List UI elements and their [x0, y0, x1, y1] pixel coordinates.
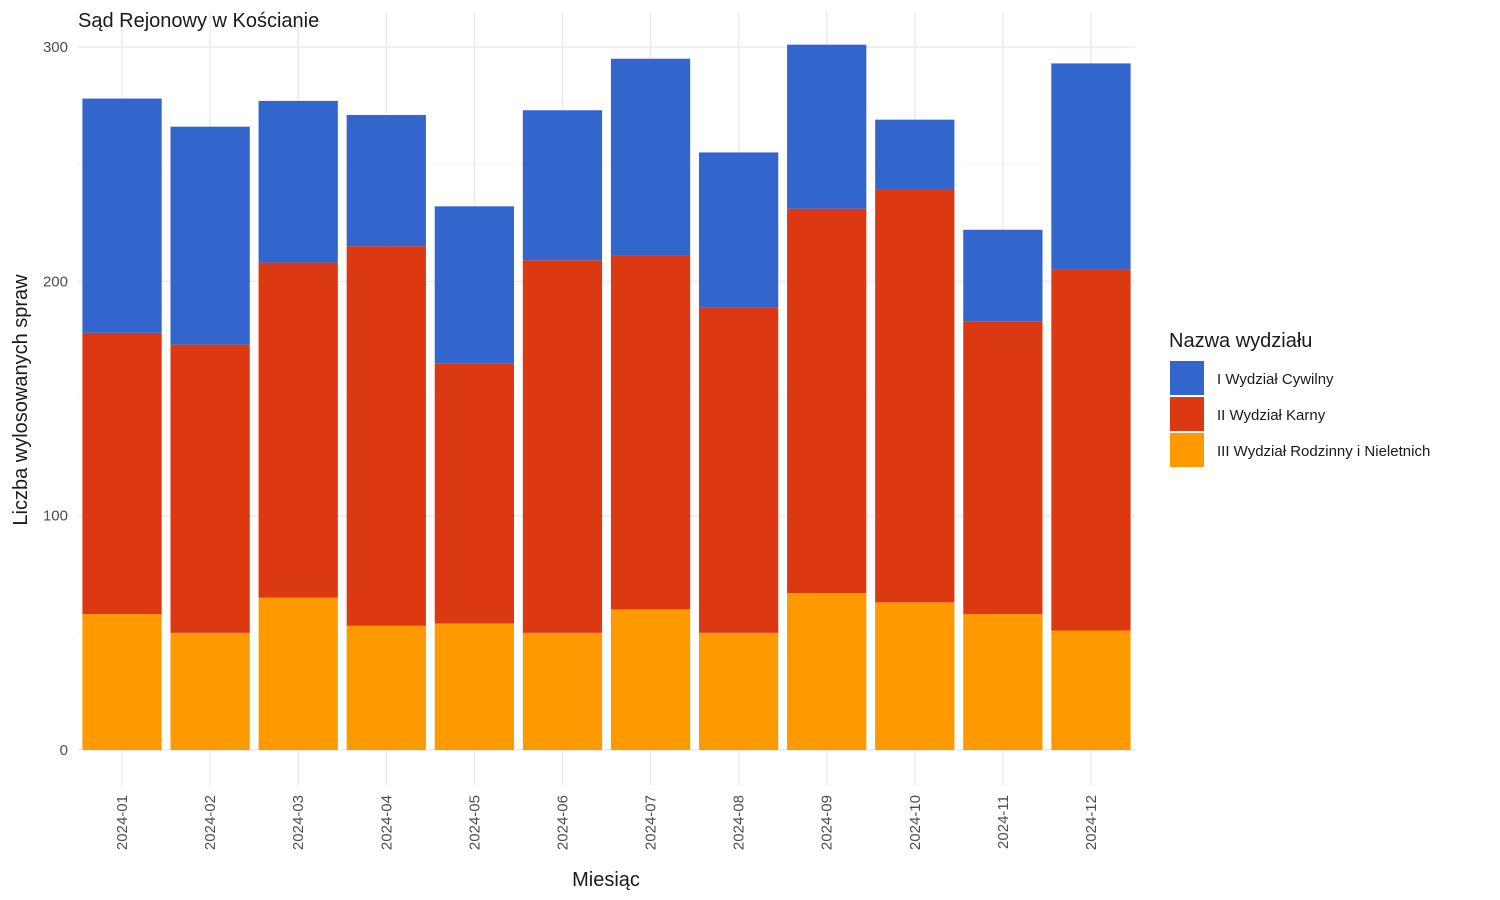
bar-ii-wydzial-karny-2024-03 — [258, 262, 338, 598]
bar-i-wydzial-cywilny-2024-08 — [698, 152, 779, 308]
bar-ii-wydzial-karny-2024-08 — [698, 307, 779, 633]
x-tick-label: 2024-10 — [907, 795, 924, 850]
legend-swatch-iii-wydzial-rodzinny-i-nieletnich — [1170, 433, 1204, 467]
bar-ii-wydzial-karny-2024-10 — [875, 189, 955, 603]
chart-title: Sąd Rejonowy w Kościanie — [78, 10, 319, 32]
x-tick-label: 2024-07 — [643, 795, 660, 850]
bar-ii-wydzial-karny-2024-05 — [434, 363, 515, 624]
bar-i-wydzial-cywilny-2024-05 — [434, 206, 515, 364]
x-tick-label: 2024-12 — [1083, 795, 1100, 850]
legend-swatch-ii-wydzial-karny — [1170, 397, 1204, 431]
legend-label-ii-wydzial-karny: II Wydział Karny — [1217, 407, 1326, 424]
bar-i-wydzial-cywilny-2024-12 — [1051, 63, 1131, 270]
bar-i-wydzial-cywilny-2024-04 — [346, 114, 426, 247]
bar-ii-wydzial-karny-2024-09 — [787, 208, 867, 593]
legend-label-i-wydzial-cywilny: I Wydział Cywilny — [1217, 371, 1334, 388]
legend: Nazwa wydziału I Wydział Cywilny II Wydzi… — [1169, 330, 1430, 467]
bar-iii-wydzial-rodzinny-i-nieletnich-2024-10 — [875, 602, 955, 750]
bar-ii-wydzial-karny-2024-01 — [82, 332, 162, 615]
y-axis-ticks: 0 100 200 300 — [43, 39, 68, 759]
x-tick-label: 2024-02 — [202, 795, 219, 850]
bar-i-wydzial-cywilny-2024-03 — [258, 100, 338, 263]
bar-iii-wydzial-rodzinny-i-nieletnich-2024-01 — [82, 614, 162, 750]
x-tick-label: 2024-06 — [554, 795, 571, 850]
y-tick-label: 300 — [43, 39, 68, 56]
x-axis-ticks: 2024-01 2024-02 2024-03 2024-04 2024-05 2024-… — [114, 795, 1100, 850]
x-tick-label: 2024-04 — [378, 795, 395, 850]
bar-i-wydzial-cywilny-2024-11 — [963, 229, 1043, 322]
bar-ii-wydzial-karny-2024-11 — [963, 321, 1043, 615]
legend-swatch-i-wydzial-cywilny — [1170, 361, 1204, 395]
y-axis-title: Liczba wylosowanych spraw — [10, 274, 32, 526]
bar-iii-wydzial-rodzinny-i-nieletnich-2024-02 — [170, 632, 250, 750]
bar-ii-wydzial-karny-2024-04 — [346, 246, 426, 626]
bar-iii-wydzial-rodzinny-i-nieletnich-2024-03 — [258, 597, 338, 750]
bar-iii-wydzial-rodzinny-i-nieletnich-2024-05 — [434, 623, 515, 750]
y-tick-label: 100 — [43, 508, 68, 525]
bar-i-wydzial-cywilny-2024-02 — [170, 126, 250, 345]
bar-iii-wydzial-rodzinny-i-nieletnich-2024-07 — [610, 609, 691, 750]
legend-label-iii-wydzial-rodzinny-i-nieletnich: III Wydział Rodzinny i Nieletnich — [1217, 443, 1430, 460]
bar-ii-wydzial-karny-2024-07 — [610, 255, 691, 610]
bar-i-wydzial-cywilny-2024-06 — [522, 110, 603, 261]
bar-i-wydzial-cywilny-2024-09 — [787, 44, 867, 209]
x-tick-label: 2024-05 — [466, 795, 483, 850]
bar-i-wydzial-cywilny-2024-01 — [82, 98, 162, 333]
x-tick-label: 2024-01 — [114, 795, 131, 850]
x-tick-label: 2024-03 — [290, 795, 307, 850]
y-tick-label: 0 — [60, 742, 68, 759]
bar-ii-wydzial-karny-2024-02 — [170, 344, 250, 633]
bar-ii-wydzial-karny-2024-12 — [1051, 269, 1131, 631]
x-tick-label: 2024-08 — [731, 795, 748, 850]
bar-ii-wydzial-karny-2024-06 — [522, 260, 603, 633]
bar-iii-wydzial-rodzinny-i-nieletnich-2024-06 — [522, 632, 603, 750]
bar-iii-wydzial-rodzinny-i-nieletnich-2024-09 — [787, 592, 867, 750]
legend-title: Nazwa wydziału — [1169, 330, 1312, 352]
y-tick-label: 200 — [43, 273, 68, 290]
x-tick-label: 2024-09 — [819, 795, 836, 850]
bar-iii-wydzial-rodzinny-i-nieletnich-2024-11 — [963, 614, 1043, 750]
bar-iii-wydzial-rodzinny-i-nieletnich-2024-04 — [346, 625, 426, 750]
bars — [82, 44, 1131, 750]
bar-i-wydzial-cywilny-2024-10 — [875, 119, 955, 190]
x-axis-title: Miesiąc — [572, 869, 640, 891]
bar-iii-wydzial-rodzinny-i-nieletnich-2024-12 — [1051, 630, 1131, 750]
bar-iii-wydzial-rodzinny-i-nieletnich-2024-08 — [698, 632, 779, 750]
bar-i-wydzial-cywilny-2024-07 — [610, 58, 691, 256]
x-tick-label: 2024-11 — [995, 795, 1012, 849]
